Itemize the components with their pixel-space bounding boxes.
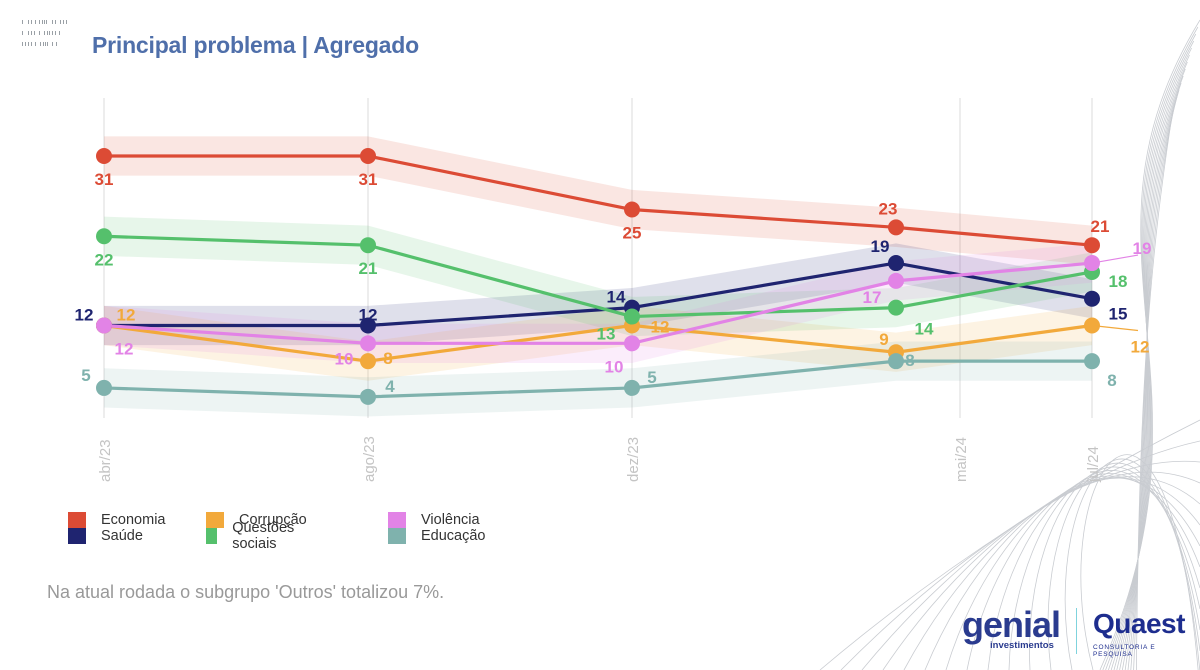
legend-item: Educação: [388, 528, 486, 544]
legend-swatch: [388, 512, 406, 528]
data-point: [1084, 353, 1100, 370]
legend-swatch: [68, 512, 86, 528]
data-point: [96, 228, 112, 245]
legend-item: Economia: [68, 512, 165, 528]
legend-label: Saúde: [101, 528, 143, 544]
data-label: 8: [905, 351, 914, 370]
legend-label: Corrupção: [239, 512, 307, 528]
data-point: [96, 148, 112, 164]
data-label: 23: [879, 199, 898, 218]
genial-logo: genial: [962, 604, 1061, 645]
data-label: 12: [651, 317, 670, 336]
legend-item: Corrupção: [206, 512, 307, 528]
data-point: [1084, 237, 1100, 254]
legend-swatch: [388, 528, 406, 544]
data-label: 12: [75, 305, 94, 324]
data-label: 25: [623, 224, 642, 243]
data-point: [360, 148, 376, 164]
legend-swatch: [68, 528, 86, 544]
legend-item: Violência: [388, 512, 480, 528]
data-point: [888, 353, 904, 370]
data-point: [624, 335, 640, 352]
data-point: [360, 317, 376, 334]
data-label: 12: [117, 305, 136, 324]
data-label: 5: [647, 368, 656, 387]
logo-divider: [1076, 608, 1077, 654]
series-band: [104, 243, 1092, 346]
quaest-logo: Quaest: [1093, 608, 1185, 639]
legend-item: Saúde: [68, 528, 143, 544]
data-label: 12: [359, 305, 378, 324]
x-tick-label: abr/23: [97, 439, 114, 482]
footnote: Na atual rodada o subgrupo 'Outros' tota…: [47, 582, 445, 602]
data-point: [888, 219, 904, 236]
x-tick-label: mai/24: [953, 437, 970, 482]
data-point: [1084, 290, 1100, 307]
data-point: [360, 335, 376, 352]
data-label: 5: [81, 366, 90, 385]
data-label: 8: [383, 349, 392, 368]
data-point: [888, 299, 904, 316]
series-band: [104, 136, 1092, 265]
data-point: [360, 237, 376, 254]
data-point: [96, 317, 112, 334]
leader-line: [1091, 324, 1139, 332]
data-point: [360, 388, 376, 405]
data-label: 19: [871, 237, 890, 256]
data-label: 21: [1091, 217, 1110, 236]
x-tick-label: jul/24: [1085, 446, 1102, 483]
data-label: 14: [915, 320, 934, 339]
legend-item: Questões sociais: [206, 520, 301, 552]
leader-line: [1091, 254, 1139, 264]
data-label: 10: [605, 357, 624, 376]
data-label: 21: [359, 259, 378, 278]
data-label: 22: [95, 250, 114, 269]
data-label: 4: [385, 377, 395, 396]
data-label: 19: [1133, 239, 1152, 258]
data-label: 12: [1131, 337, 1150, 356]
data-point: [624, 308, 640, 325]
legend-swatch: [206, 512, 224, 528]
data-point: [624, 379, 640, 396]
x-tick-label: dez/23: [625, 437, 642, 482]
series-band: [104, 243, 1092, 363]
page-title: Principal problema | Agregado: [92, 32, 419, 58]
logos: genial investimentos Quaest CONSULTORIA …: [960, 600, 1190, 660]
quaest-logo-subtitle: CONSULTORIA E PESQUISA: [1093, 644, 1156, 658]
legend-label: Violência: [421, 512, 480, 528]
data-point: [888, 272, 904, 289]
brand-barcode-icon: [22, 20, 67, 46]
genial-logo-subtitle: investimentos: [990, 640, 1054, 651]
data-label: 12: [115, 339, 134, 358]
data-point: [360, 353, 376, 370]
series-band: [104, 216, 1092, 337]
data-point: [96, 379, 112, 396]
data-label: 10: [335, 349, 354, 368]
legend-label: Questões sociais: [232, 520, 295, 552]
data-label: 8: [1107, 371, 1116, 390]
data-label: 31: [95, 170, 114, 189]
data-point: [888, 255, 904, 272]
data-label: 17: [863, 288, 882, 307]
data-label: 9: [879, 330, 888, 349]
data-label: 18: [1109, 272, 1128, 291]
legend-swatch: [206, 528, 218, 544]
data-label: 31: [359, 170, 378, 189]
data-label: 13: [597, 325, 616, 344]
x-tick-label: ago/23: [361, 436, 378, 482]
data-label: 14: [607, 288, 626, 307]
data-label: 15: [1109, 305, 1128, 324]
data-point: [624, 201, 640, 218]
legend-label: Economia: [101, 512, 166, 528]
legend-label: Educação: [421, 528, 486, 544]
